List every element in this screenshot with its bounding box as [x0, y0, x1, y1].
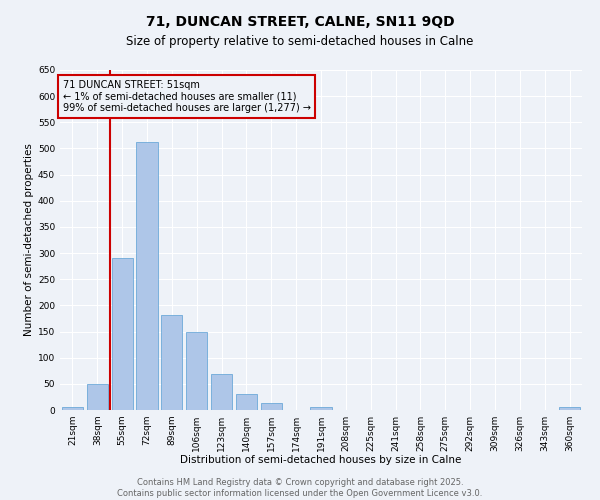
Bar	[261, 402, 282, 410]
Text: Size of property relative to semi-detached houses in Calne: Size of property relative to semi-detach…	[127, 35, 473, 48]
Text: 71, DUNCAN STREET, CALNE, SN11 9QD: 71, DUNCAN STREET, CALNE, SN11 9QD	[146, 15, 454, 29]
Bar	[87, 384, 108, 410]
Bar	[186, 332, 207, 410]
Text: Contains HM Land Registry data © Crown copyright and database right 2025.
Contai: Contains HM Land Registry data © Crown c…	[118, 478, 482, 498]
X-axis label: Distribution of semi-detached houses by size in Calne: Distribution of semi-detached houses by …	[181, 456, 461, 466]
Bar	[559, 408, 580, 410]
Text: 71 DUNCAN STREET: 51sqm
← 1% of semi-detached houses are smaller (11)
99% of sem: 71 DUNCAN STREET: 51sqm ← 1% of semi-det…	[62, 80, 311, 114]
Bar	[161, 316, 182, 410]
Bar	[112, 258, 133, 410]
Bar	[310, 408, 332, 410]
Bar	[136, 142, 158, 410]
Bar	[62, 408, 83, 410]
Bar	[236, 394, 257, 410]
Y-axis label: Number of semi-detached properties: Number of semi-detached properties	[24, 144, 34, 336]
Bar	[211, 374, 232, 410]
